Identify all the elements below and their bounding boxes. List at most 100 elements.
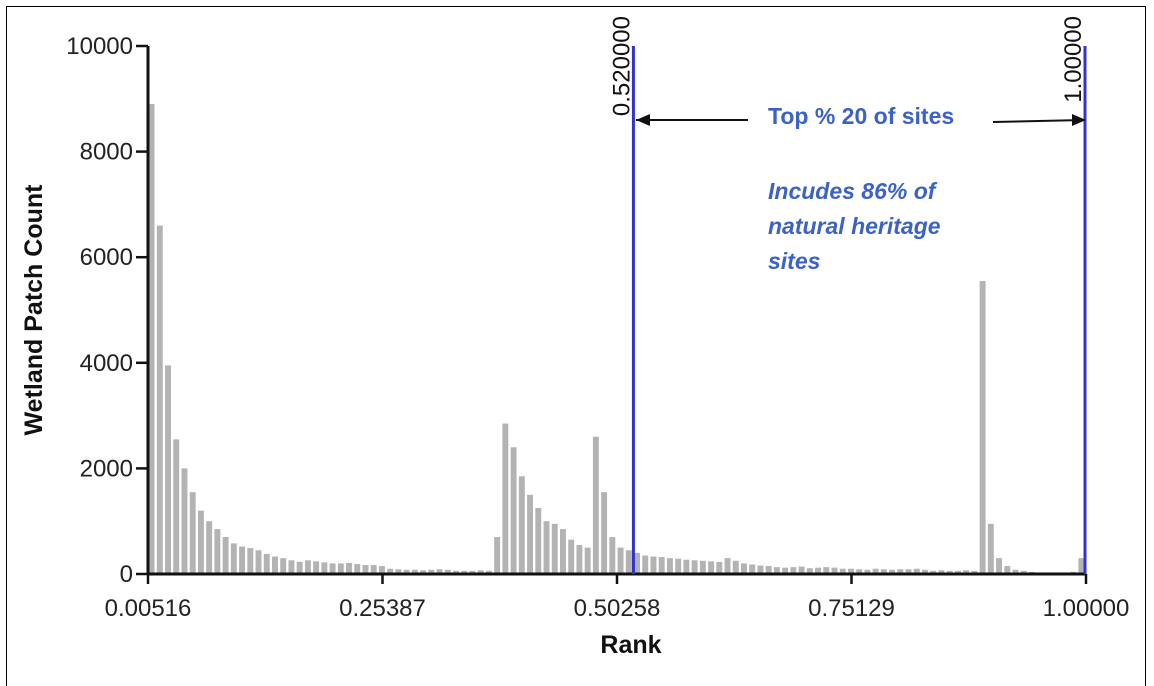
histogram-bar — [518, 476, 525, 574]
y-tick-label: 0 — [120, 561, 133, 588]
histogram-bar — [666, 558, 673, 574]
histogram-bar — [609, 537, 616, 574]
histogram-bar — [304, 560, 311, 574]
histogram-bar — [165, 365, 171, 574]
histogram-bar — [938, 570, 945, 574]
histogram-bar — [658, 557, 665, 574]
histogram-bar — [773, 567, 780, 574]
histogram-bar — [461, 570, 468, 574]
threshold-lines: 0.520000 1.00000 — [608, 16, 1087, 574]
histogram-bar — [806, 568, 813, 574]
histogram-bar — [634, 552, 640, 574]
histogram-bar — [584, 547, 591, 574]
histogram-bar — [436, 569, 443, 574]
histogram-bar — [963, 570, 970, 574]
note-line-2: natural heritage — [768, 213, 941, 239]
histogram-bar — [971, 570, 978, 574]
histogram-bar — [444, 569, 451, 574]
histogram-bar — [765, 566, 772, 574]
histogram-bar — [370, 565, 377, 574]
histogram-bar — [987, 523, 994, 574]
threshold-label: 0.520000 — [608, 16, 635, 116]
histogram-bar — [411, 569, 418, 574]
histogram-bar — [272, 556, 278, 574]
histogram-bar — [897, 569, 904, 574]
histogram-bar — [197, 510, 204, 574]
histogram-bar — [724, 558, 731, 574]
note-line-3: sites — [768, 248, 820, 274]
histogram-bar — [880, 569, 887, 574]
histogram-bar — [790, 567, 797, 574]
histogram-bar — [889, 569, 896, 574]
histogram-bar — [321, 562, 328, 574]
histogram-bar — [387, 568, 394, 574]
histogram-bar — [996, 558, 1003, 574]
histogram-bar — [642, 555, 649, 574]
histogram-bar — [954, 570, 961, 574]
histogram-bar — [280, 558, 287, 574]
histogram-bar — [798, 566, 805, 574]
histogram-bar — [239, 546, 246, 574]
histogram-bar — [741, 563, 747, 574]
histogram-bar — [510, 447, 517, 574]
histogram-bar — [263, 553, 270, 574]
histogram-bar — [1012, 569, 1019, 574]
histogram-bar — [1078, 558, 1085, 574]
histogram-bar — [477, 570, 484, 574]
histogram-bar — [247, 548, 254, 574]
x-axis-title: Rank — [600, 631, 661, 659]
y-tick-label: 4000 — [80, 350, 133, 377]
histogram-bar — [527, 494, 534, 574]
histogram-bar — [617, 547, 624, 574]
y-axis-title: Wetland Patch Count — [20, 184, 48, 436]
histogram-bar — [601, 492, 608, 574]
histogram-bar — [420, 570, 427, 574]
histogram-bar — [230, 543, 237, 574]
histogram-bar — [428, 569, 435, 574]
y-tick-label: 2000 — [80, 455, 133, 482]
histogram-bar — [502, 423, 509, 574]
histogram-bar — [675, 558, 682, 574]
histogram-bar — [782, 567, 789, 574]
y-tick-label: 8000 — [80, 139, 133, 166]
histogram-bar — [362, 565, 369, 574]
bars-group — [148, 104, 1085, 574]
histogram-bar — [568, 539, 575, 574]
y-tick-label: 6000 — [80, 244, 133, 271]
histogram-bar — [708, 561, 715, 574]
histogram-bar — [329, 563, 336, 574]
x-tick-label: 0.00516 — [105, 595, 192, 622]
histogram-bar — [469, 570, 476, 574]
histogram-bar — [576, 544, 583, 574]
histogram-bar — [905, 569, 912, 574]
histogram-bar — [864, 569, 871, 574]
histogram-bar — [189, 492, 196, 574]
x-tick-label: 0.25387 — [339, 595, 426, 622]
y-tick-label: 10000 — [66, 33, 133, 60]
histogram-bar — [732, 560, 739, 574]
histogram-bar — [173, 439, 180, 574]
histogram-bar — [543, 521, 550, 574]
histogram-bar — [453, 570, 459, 574]
note-line-1: Incudes 86% of — [768, 178, 938, 204]
histogram-bar — [683, 559, 690, 574]
histogram-bar — [815, 567, 821, 574]
histogram-bar — [699, 560, 706, 574]
histogram-bar — [181, 468, 188, 574]
histogram-bar — [625, 550, 632, 574]
x-tick-label: 0.75129 — [808, 595, 895, 622]
histogram-bar — [337, 563, 344, 574]
axes-group: 0 2000 4000 6000 8000 10000 0.00516 0.25387 0.50… — [66, 33, 1129, 622]
histogram-bar — [979, 280, 986, 574]
histogram-bar — [946, 570, 953, 574]
histogram-bar — [872, 568, 879, 574]
histogram-bar — [148, 104, 155, 574]
threshold-label: 1.00000 — [1060, 16, 1087, 103]
histogram-bar — [592, 436, 599, 574]
histogram-bar — [551, 523, 558, 574]
histogram-bar — [296, 561, 303, 574]
histogram-bar — [922, 569, 928, 574]
histogram-bar — [156, 225, 163, 574]
range-arrowhead-left — [636, 114, 650, 126]
histogram-bar — [650, 556, 657, 574]
